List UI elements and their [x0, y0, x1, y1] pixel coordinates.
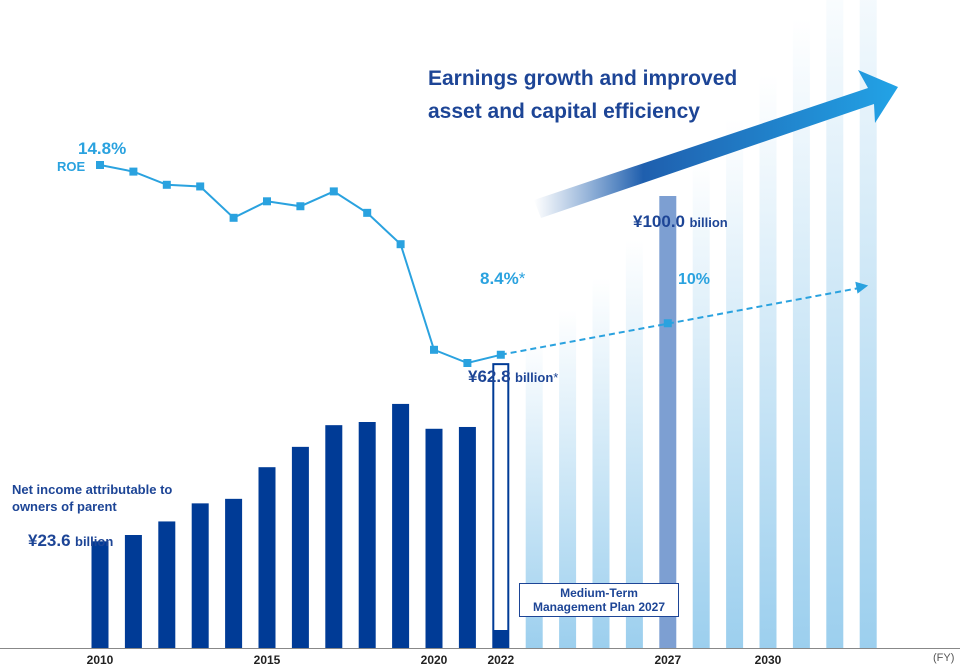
income-bar-2018: [358, 422, 376, 648]
x-tick-label-2030: 2030: [755, 653, 782, 667]
roe-point-2021: [463, 359, 472, 367]
roe-point-2016: [296, 202, 305, 211]
income-bar-2019: [392, 403, 410, 648]
fy2022-unit: billion: [515, 370, 554, 385]
first-unit: billion: [75, 534, 114, 549]
roe-fy2022-value: 8.4%: [480, 269, 519, 288]
future-bar-2033: [859, 0, 877, 648]
x-tick-label-2020: 2020: [421, 653, 448, 667]
first-value: ¥23.6: [28, 531, 71, 550]
headline: Earnings growth and improved asset and c…: [428, 62, 737, 128]
roe-line: [99, 164, 502, 365]
plan-box-line-1: Medium-Term: [560, 586, 638, 600]
first-value-label: ¥23.6 billion: [28, 531, 113, 551]
income-bar-2022: [492, 363, 510, 649]
roe-fy2022-value-label: 8.4%*: [480, 269, 525, 289]
growth-arrow: [534, 70, 898, 218]
roe-point-2019: [396, 240, 405, 249]
roe-point-2020: [430, 345, 438, 354]
net-income-label: Net income attributable to owners of par…: [12, 481, 172, 515]
income-bar-2011: [124, 535, 142, 648]
income-bar-2013: [191, 503, 209, 648]
fy2022-value-label: ¥62.8 billion*: [468, 367, 558, 387]
headline-line-1: Earnings growth and improved: [428, 67, 738, 90]
future-bar-2032: [826, 0, 844, 649]
plan-value: ¥100.0: [633, 212, 685, 231]
roe-point-2011: [129, 167, 138, 176]
future-bar-2026: [625, 240, 643, 648]
headline-line-2: asset and capital efficiency: [428, 100, 700, 123]
x-tick-label-2022: 2022: [487, 653, 514, 667]
income-bar-2017: [325, 425, 343, 648]
income-bar-2010: [91, 541, 109, 648]
plan-value-label: ¥100.0 billion: [633, 212, 728, 232]
income-bar-2015: [258, 467, 276, 648]
roe-fy2022-asterisk: *: [518, 269, 526, 288]
future-bar-2023: [525, 339, 543, 648]
future-bar-2024: [559, 310, 577, 648]
roe-first-value-label: 14.8%: [78, 139, 127, 158]
net-income-label-line-1: Net income attributable to: [12, 482, 173, 497]
x-tick-label-2027: 2027: [654, 653, 681, 667]
future-bar-2029: [726, 119, 744, 648]
future-bar-2031: [792, 18, 810, 648]
fy2022-asterisk: *: [553, 370, 559, 385]
roe-point-2010: [96, 161, 104, 169]
future-bar-2030: [759, 74, 777, 648]
roe-point-2018: [363, 208, 372, 217]
roe-point-2013: [196, 182, 205, 191]
income-bar-2014: [225, 498, 243, 648]
future-bar-2025: [592, 278, 610, 648]
income-bar-2022-base: [493, 630, 509, 648]
income-bar-2016: [291, 446, 309, 648]
income-bar-2012: [158, 521, 176, 648]
net-income-label-line-2: owners of parent: [12, 499, 117, 514]
future-bar-2028: [692, 159, 710, 648]
plan-unit: billion: [689, 215, 728, 230]
roe-point-2015: [263, 197, 271, 206]
fy2022-value: ¥62.8: [468, 367, 511, 386]
plan-box-line-2: Management Plan 2027: [532, 600, 666, 614]
income-bar-2020: [425, 428, 443, 648]
income-bar-2021: [458, 426, 476, 648]
medium-term-plan-box: Medium-Term Management Plan 2027: [519, 583, 679, 617]
roe-point-2012: [162, 180, 171, 189]
roe-target-point: [663, 319, 672, 328]
roe-projection-line: [500, 286, 863, 356]
x-tick-label-2010: 2010: [87, 653, 114, 667]
roe-target-label: 10%: [678, 271, 711, 288]
x-axis-unit: (FY): [933, 652, 955, 664]
roe-point-2014: [229, 213, 238, 222]
roe-point-2017: [329, 187, 338, 196]
roe-projection-arrowhead: [855, 281, 869, 294]
x-tick-label-2015: 2015: [254, 653, 281, 667]
roe-label: ROE: [57, 159, 86, 174]
plan-bar-2027: [659, 196, 677, 648]
